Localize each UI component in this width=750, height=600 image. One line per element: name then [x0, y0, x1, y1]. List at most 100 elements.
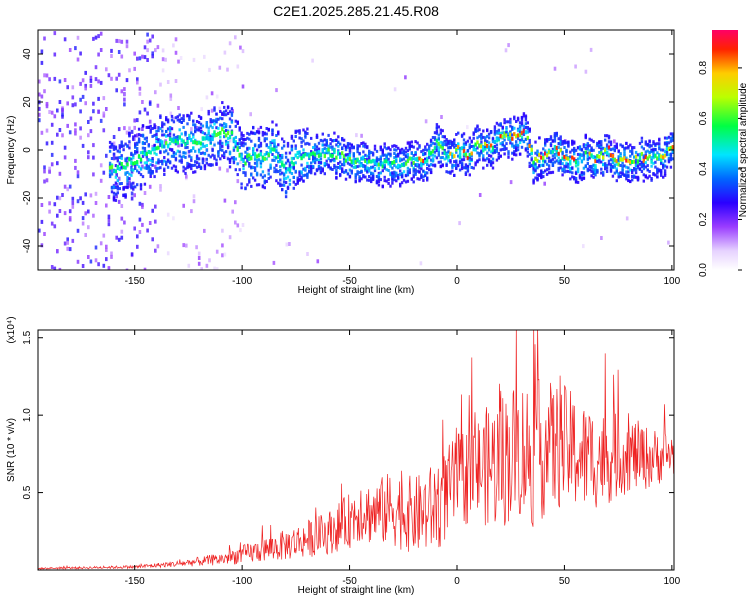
spectrogram-cell — [665, 142, 669, 146]
spectrogram-cell — [578, 145, 582, 149]
spectrogram-cell — [234, 135, 237, 139]
spectrogram-cell — [231, 209, 234, 214]
spectrogram-cell — [584, 165, 587, 169]
spectrogram-cell — [615, 167, 618, 171]
spectrogram-cell — [169, 93, 173, 98]
spectrogram-cell — [298, 171, 301, 175]
spectrogram-cell — [536, 176, 539, 180]
spectrogram-ridge-cell — [565, 156, 568, 161]
spectrogram-cell — [136, 80, 139, 85]
spectrogram-cell — [327, 133, 330, 137]
spectrogram-ridge-cell — [213, 130, 216, 135]
spectrogram-cell — [669, 165, 673, 169]
spectrogram-cell — [137, 171, 141, 175]
spectrogram-cell — [288, 170, 292, 174]
spectrogram-cell — [366, 154, 369, 158]
spectrogram-cell — [429, 158, 433, 162]
spectrogram-cell — [321, 167, 324, 171]
spectrogram-ridge-cell — [306, 152, 309, 157]
spectrogram-cell — [136, 163, 139, 167]
spectrogram-cell — [151, 208, 154, 213]
spectrogram-cell — [522, 112, 526, 116]
spectrogram-cell — [205, 144, 208, 147]
spectrogram-cell — [257, 145, 261, 149]
spectrogram-ridge-cell — [352, 158, 355, 163]
spectrogram-cell — [474, 163, 477, 167]
spectrogram-cell — [331, 158, 334, 162]
bottom-x-axis-label: Height of straight line (km) — [298, 585, 415, 596]
spectrogram-cell — [261, 133, 265, 137]
spectrogram-cell — [273, 139, 276, 143]
spectrogram-cell — [155, 169, 158, 173]
chart-title: C2E1.2025.285.21.45.R08 — [273, 3, 439, 19]
spectrogram-cell — [99, 163, 103, 168]
spectrogram-cell — [277, 181, 280, 185]
spectrogram-cell — [346, 153, 350, 157]
spectrogram-cell — [648, 143, 651, 147]
spectrogram-cell — [151, 163, 154, 167]
spectrogram-cell — [207, 126, 210, 130]
spectrogram-cell — [437, 160, 440, 164]
spectrogram-cell — [671, 138, 674, 142]
spectrogram-cell — [261, 184, 265, 188]
spectrogram-cell — [257, 139, 261, 142]
spectrogram-ridge-cell — [302, 154, 305, 158]
spectrogram-cell — [154, 248, 157, 253]
spectrogram-cell — [544, 169, 547, 173]
spectrogram-cell — [638, 167, 642, 171]
spectrogram-cell — [250, 173, 253, 177]
spectrogram-cell — [478, 134, 481, 138]
spectrogram-cell — [644, 140, 647, 144]
spectrogram-cell — [582, 166, 586, 170]
spectrogram-cell — [136, 147, 139, 150]
spectrogram-cell — [592, 148, 595, 152]
spectrogram-cell — [139, 133, 143, 137]
spectrogram-cell — [224, 129, 228, 132]
spectrogram-cell — [317, 161, 321, 164]
spectrogram-cell — [393, 175, 396, 178]
spectrogram-cell — [157, 129, 160, 133]
spectrogram-cell — [157, 166, 160, 170]
spectrogram-cell — [263, 139, 266, 143]
spectrogram-cell — [130, 173, 133, 177]
spectrogram-ridge-cell — [665, 147, 669, 151]
colorbar-tick-label: 0.6 — [698, 111, 709, 125]
spectrogram-cell — [644, 153, 647, 157]
spectrogram-cell — [634, 171, 638, 175]
spectrogram-cell — [565, 141, 568, 145]
spectrogram-cell — [547, 171, 551, 175]
spectrogram-cell — [114, 175, 118, 179]
spectrogram-cell — [298, 136, 301, 140]
spectrogram-ridge-cell — [356, 157, 359, 162]
top-y-tick-label: 0 — [22, 147, 33, 153]
spectrogram-cell — [435, 146, 439, 149]
spectrogram-cell — [74, 122, 77, 127]
spectrogram-cell — [143, 182, 147, 186]
spectrogram-cell — [63, 145, 67, 150]
spectrogram-ridge-cell — [435, 138, 439, 143]
spectrogram-cell — [267, 172, 270, 176]
spectrogram-cell — [669, 139, 673, 143]
spectrogram-cell — [102, 113, 106, 118]
spectrogram-cell — [112, 147, 116, 151]
spectrogram-cell — [170, 127, 174, 131]
spectrogram-cell — [588, 165, 591, 168]
spectrogram-cell — [453, 164, 456, 168]
colorbar-tick-label: 0.4 — [698, 162, 709, 176]
spectrogram-cell — [92, 143, 95, 148]
spectrogram-cell — [356, 150, 359, 154]
spectrogram-cell — [261, 130, 265, 134]
spectrogram-cell — [174, 136, 178, 139]
spectrogram-cell — [658, 147, 661, 151]
spectrogram-cell — [665, 165, 669, 169]
spectrogram-cell — [331, 168, 334, 171]
spectrogram-cell — [509, 135, 512, 139]
spectrogram-cell — [656, 142, 659, 146]
spectrogram-cell — [192, 147, 195, 150]
spectrogram-cell — [45, 141, 49, 146]
spectrogram-cell — [132, 168, 135, 172]
spectrogram-ridge-cell — [294, 153, 297, 158]
spectrogram-cell — [226, 67, 229, 72]
spectrogram-cell — [226, 144, 230, 148]
spectrogram-cell — [391, 181, 394, 185]
